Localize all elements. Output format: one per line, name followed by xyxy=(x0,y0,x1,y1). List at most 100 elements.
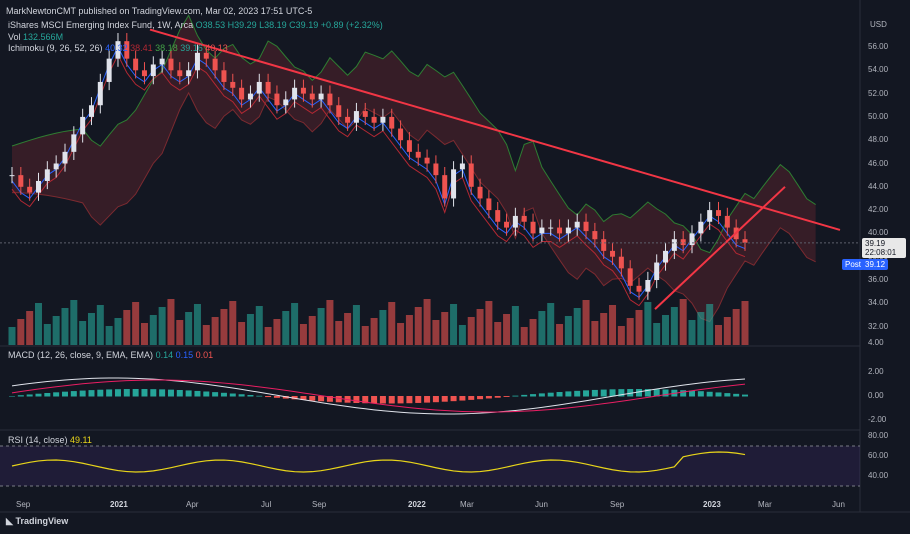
macd-value-2: 0.15 xyxy=(175,350,194,360)
candle-body xyxy=(159,58,165,65)
macd-histogram-bar xyxy=(371,396,378,404)
volume-label[interactable]: Vol xyxy=(8,32,21,42)
volume-bar xyxy=(379,310,387,345)
candle-body xyxy=(724,215,730,228)
macd-histogram-bar xyxy=(450,396,457,402)
macd-histogram-bar xyxy=(530,394,537,397)
volume-bar xyxy=(723,317,731,345)
volume-bar xyxy=(17,319,25,345)
time-tick: Mar xyxy=(460,500,474,509)
macd-label[interactable]: MACD (12, 26, close, 9, EMA, EMA) xyxy=(8,350,154,360)
candle-body xyxy=(230,81,236,88)
instrument-name[interactable]: iShares MSCI Emerging Index Fund, 1W, Ar… xyxy=(8,20,194,30)
macd-histogram-bar xyxy=(265,396,272,398)
price-tick: 50.00 xyxy=(868,111,889,121)
macd-histogram-bar xyxy=(309,396,316,401)
candle-body xyxy=(398,128,404,141)
macd-histogram-bar xyxy=(459,396,466,401)
uptrend-line xyxy=(654,186,786,310)
tradingview-brand: TradingView xyxy=(15,516,69,526)
candle-body xyxy=(698,221,704,234)
macd-histogram-bar xyxy=(424,396,431,403)
volume-bar xyxy=(361,326,369,345)
currency-label[interactable]: USD xyxy=(870,20,887,29)
macd-histogram-bar xyxy=(441,396,448,402)
macd-tick: -2.00 xyxy=(868,415,887,424)
candle-body xyxy=(574,221,580,228)
volume-bar xyxy=(697,312,705,345)
tradingview-logo[interactable]: ◣ TradingView xyxy=(6,516,68,527)
volume-legend: Vol 132.566M xyxy=(8,32,63,42)
rsi-value: 49.11 xyxy=(70,435,92,445)
volume-bar xyxy=(511,306,519,345)
price-tick: 54.00 xyxy=(868,65,889,75)
candle-body xyxy=(177,70,183,77)
macd-histogram-bar xyxy=(503,396,510,397)
volume-bar xyxy=(405,315,413,345)
macd-histogram-bar xyxy=(220,392,227,397)
rsi-line xyxy=(11,451,746,473)
candle-body xyxy=(362,111,368,117)
volume-bar xyxy=(246,314,254,345)
candle-body xyxy=(459,163,465,170)
ichimoku-value-4: 39.16 xyxy=(180,43,203,53)
time-tick: Jun xyxy=(535,500,548,509)
macd-histogram-bar xyxy=(494,396,501,398)
volume-bar xyxy=(220,309,228,345)
candle-body xyxy=(212,58,218,71)
volume-bar xyxy=(617,326,625,345)
macd-histogram-bar xyxy=(114,389,121,397)
candle-body xyxy=(336,105,342,117)
macd-histogram-bar xyxy=(256,395,263,397)
volume-bar xyxy=(96,305,104,345)
candle-body xyxy=(583,221,589,232)
volume-bar xyxy=(26,311,34,345)
candle-body xyxy=(389,116,395,129)
bar-countdown: 22:08:01 xyxy=(865,248,897,257)
candle-body xyxy=(671,239,677,251)
macd-histogram-bar xyxy=(203,391,210,397)
macd-histogram-bar xyxy=(335,396,342,403)
volume-bar xyxy=(653,323,661,345)
ichimoku-label[interactable]: Ichimoku (9, 26, 52, 26) xyxy=(8,43,103,53)
macd-histogram-bar xyxy=(565,391,572,397)
rsi-tick: 80.00 xyxy=(868,431,889,440)
candle-body xyxy=(742,239,748,243)
price-tick: 36.00 xyxy=(868,275,889,284)
senkou-span-a xyxy=(11,14,816,254)
candle-body xyxy=(71,134,77,152)
volume-bar xyxy=(476,309,484,345)
macd-histogram-bar xyxy=(9,396,15,397)
volume-bar xyxy=(688,320,696,345)
macd-value-1: 0.14 xyxy=(155,350,174,360)
volume-bar xyxy=(732,309,740,345)
volume-bar xyxy=(344,313,352,345)
macd-histogram-bar xyxy=(291,396,298,400)
post-price-tag: 39.12 xyxy=(862,259,889,270)
volume-bar xyxy=(132,302,140,345)
volume-bar xyxy=(123,310,131,345)
volume-bar xyxy=(61,308,69,345)
macd-histogram-bar xyxy=(636,389,643,397)
candle-body xyxy=(115,41,121,59)
ichimoku-legend: Ichimoku (9, 26, 52, 26) 40.32 38.41 38.… xyxy=(8,43,228,53)
macd-histogram-bar xyxy=(574,390,581,397)
macd-histogram-bar xyxy=(88,390,95,397)
volume-bar xyxy=(273,319,281,345)
volume-bar xyxy=(43,324,51,345)
macd-histogram-bar xyxy=(556,392,563,397)
macd-histogram-bar xyxy=(282,396,289,399)
macd-histogram-bar xyxy=(742,394,748,397)
rsi-label[interactable]: RSI (14, close) xyxy=(8,435,68,445)
candle-body xyxy=(97,81,103,106)
candle-body xyxy=(530,221,536,234)
volume-bar xyxy=(520,327,528,345)
volume-bar xyxy=(706,304,714,345)
instrument-legend: iShares MSCI Emerging Index Fund, 1W, Ar… xyxy=(8,20,383,30)
candle-body xyxy=(451,169,457,199)
macd-histogram-bar xyxy=(53,392,60,397)
volume-bar xyxy=(140,323,148,345)
rsi-tick: 60.00 xyxy=(868,451,889,460)
candle-body xyxy=(203,52,209,59)
